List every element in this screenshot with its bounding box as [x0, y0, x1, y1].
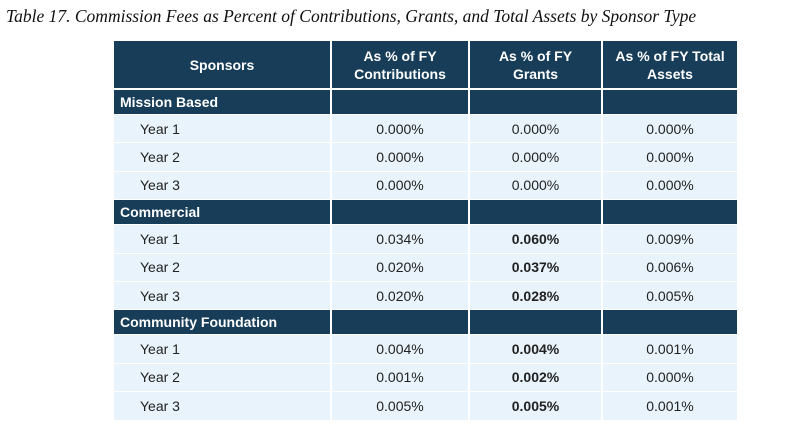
grants-cell: 0.005% — [470, 392, 601, 421]
table-row: Year 3 0.005% 0.005% 0.001% — [114, 392, 737, 421]
contributions-cell: 0.001% — [332, 363, 468, 393]
assets-cell: 0.000% — [603, 115, 737, 144]
header-contributions: As % of FY Contributions — [332, 41, 468, 90]
year-label: Year 3 — [114, 392, 330, 421]
table-row: Year 2 0.001% 0.002% 0.000% — [114, 363, 737, 393]
assets-cell: 0.005% — [603, 281, 737, 311]
assets-cell: 0.006% — [603, 253, 737, 282]
contributions-cell: 0.020% — [332, 281, 468, 311]
assets-cell: 0.000% — [603, 143, 737, 172]
group-row-commercial: Commercial — [114, 200, 737, 226]
table-row: Year 3 0.020% 0.028% 0.005% — [114, 281, 737, 311]
grants-cell: 0.060% — [470, 225, 601, 254]
contributions-cell: 0.004% — [332, 335, 468, 364]
grants-cell: 0.002% — [470, 363, 601, 393]
assets-cell: 0.000% — [603, 363, 737, 393]
table-caption: Table 17. Commission Fees as Percent of … — [6, 6, 697, 26]
group-label: Commercial — [114, 200, 330, 226]
year-label: Year 1 — [114, 225, 330, 254]
contributions-cell: 0.034% — [332, 225, 468, 254]
header-row: Sponsors As % of FY Contributions As % of… — [114, 41, 737, 90]
table-row: Year 1 0.000% 0.000% 0.000% — [114, 115, 737, 144]
contributions-cell: 0.020% — [332, 253, 468, 282]
year-label: Year 3 — [114, 171, 330, 201]
grants-cell: 0.000% — [470, 143, 601, 172]
group-label: Community Foundation — [114, 310, 330, 336]
contributions-cell: 0.000% — [332, 115, 468, 144]
year-label: Year 1 — [114, 115, 330, 144]
table-row: Year 2 0.020% 0.037% 0.006% — [114, 253, 737, 282]
grants-cell: 0.004% — [470, 335, 601, 364]
contributions-cell: 0.000% — [332, 171, 468, 201]
year-label: Year 2 — [114, 143, 330, 172]
table-row: Year 2 0.000% 0.000% 0.000% — [114, 143, 737, 172]
header-assets: As % of FY Total Assets — [603, 41, 737, 90]
group-row-mission-based: Mission Based — [114, 90, 737, 115]
grants-cell: 0.000% — [470, 115, 601, 144]
table-row: Year 3 0.000% 0.000% 0.000% — [114, 171, 737, 201]
year-label: Year 2 — [114, 253, 330, 282]
group-label: Mission Based — [114, 90, 330, 115]
table-row: Year 1 0.004% 0.004% 0.001% — [114, 335, 737, 364]
year-label: Year 2 — [114, 363, 330, 393]
grants-cell: 0.028% — [470, 281, 601, 311]
grants-cell: 0.000% — [470, 171, 601, 201]
group-row-community-foundation: Community Foundation — [114, 310, 737, 336]
contributions-cell: 0.005% — [332, 392, 468, 421]
commission-fees-table: Sponsors As % of FY Contributions As % of… — [112, 41, 739, 421]
assets-cell: 0.009% — [603, 225, 737, 254]
grants-cell: 0.037% — [470, 253, 601, 282]
assets-cell: 0.001% — [603, 392, 737, 421]
year-label: Year 3 — [114, 281, 330, 311]
header-grants: As % of FY Grants — [470, 41, 601, 90]
table-row: Year 1 0.034% 0.060% 0.009% — [114, 225, 737, 254]
contributions-cell: 0.000% — [332, 143, 468, 172]
assets-cell: 0.000% — [603, 171, 737, 201]
year-label: Year 1 — [114, 335, 330, 364]
assets-cell: 0.001% — [603, 335, 737, 364]
header-sponsors: Sponsors — [114, 41, 330, 90]
